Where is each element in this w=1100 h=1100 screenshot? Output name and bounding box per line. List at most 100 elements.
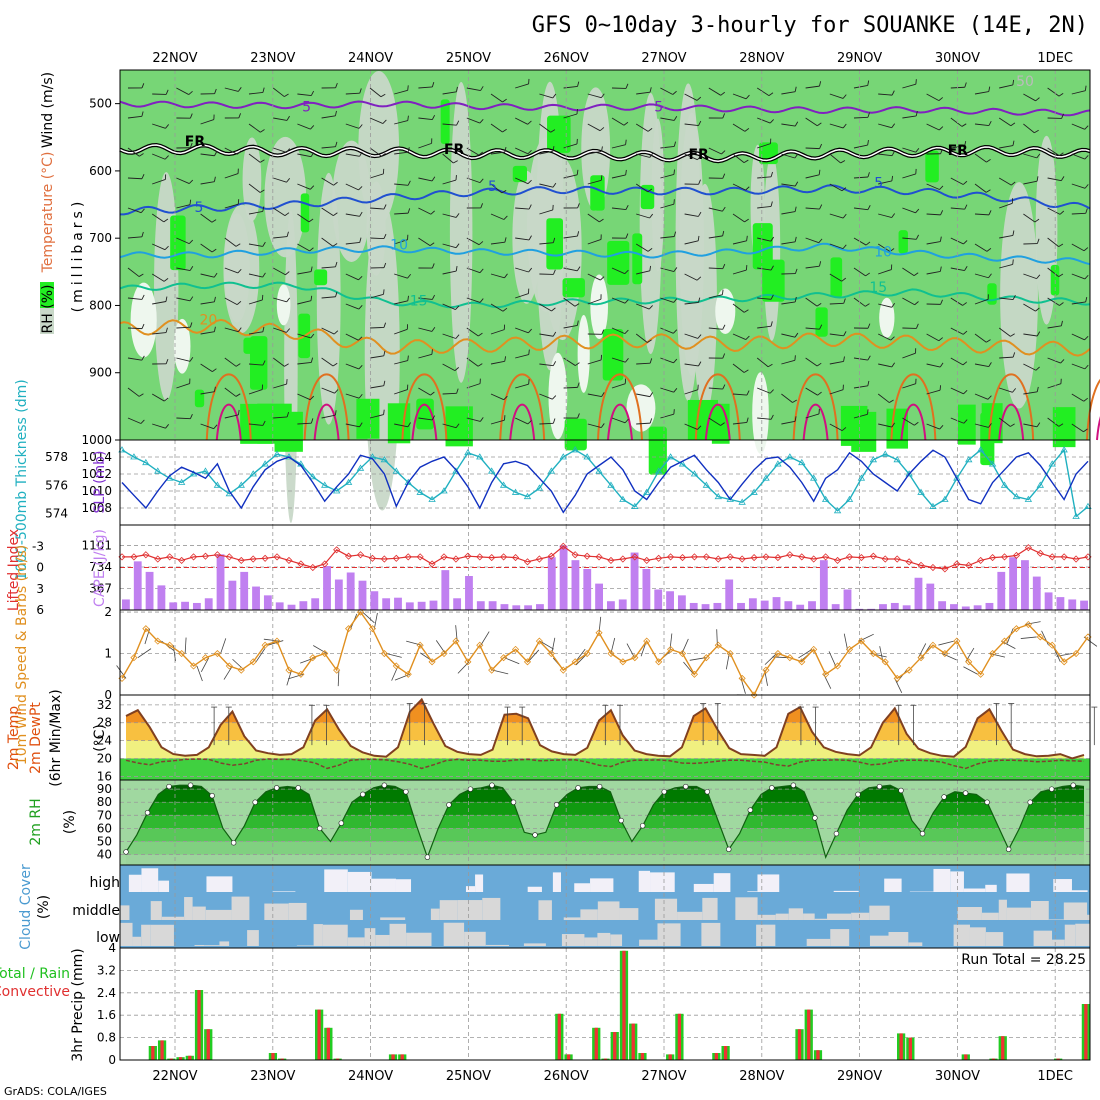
- wind-barb: [369, 385, 384, 389]
- cape-bar: [476, 601, 485, 610]
- dry-rh-region: [1035, 135, 1058, 325]
- wind-barb: [287, 673, 304, 680]
- cloud-fraction-bar: [1030, 900, 1049, 920]
- wind-barb-flag: [333, 330, 339, 335]
- wind-barb: [345, 242, 360, 245]
- cape-bar: [1032, 576, 1041, 610]
- wind-barb-flag: [502, 307, 508, 312]
- warm-isoline-25: [303, 373, 350, 441]
- wind-barb: [1023, 213, 1036, 223]
- wind-barb-flag: [891, 213, 896, 218]
- moist-rh-region: [170, 215, 186, 271]
- cloud-fraction-bar: [347, 871, 372, 892]
- wind-barb: [805, 174, 820, 179]
- wind-barb: [369, 355, 384, 359]
- wind-speed-point: [321, 649, 329, 658]
- wind-barb-flag: [1012, 230, 1015, 236]
- wind-barb-flag: [309, 395, 315, 400]
- wind-barb: [515, 177, 529, 185]
- date-tick-label: 27NOV: [641, 51, 686, 66]
- cloud-fraction-bar: [465, 886, 476, 892]
- wind-barb-flag: [915, 208, 920, 214]
- wind-barb: [732, 363, 745, 373]
- wind-barb-flag: [841, 277, 847, 282]
- wind-barb: [345, 273, 359, 281]
- wind-barb: [853, 413, 868, 419]
- cloud-fraction-bar: [597, 932, 611, 946]
- thickness-point: [571, 446, 579, 453]
- wind-barb: [1047, 267, 1059, 277]
- very-dry-rh-region: [276, 284, 291, 326]
- wind-barb: [127, 297, 142, 300]
- wind-barb: [418, 237, 431, 247]
- lifted-index-point: [619, 555, 627, 563]
- cape-bar: [405, 602, 414, 610]
- wind-barb-flag: [310, 418, 314, 424]
- wind-barb: [321, 146, 336, 149]
- cape-bar: [204, 598, 213, 610]
- precip-tick-label: 1.6: [97, 1008, 116, 1022]
- date-tick-label: 28NOV: [739, 51, 784, 66]
- thickness-point: [1072, 512, 1080, 519]
- wind-barb-flag: [480, 86, 484, 91]
- wind-barb: [127, 115, 142, 119]
- wind-barb-flag: [260, 129, 265, 133]
- cloud-fraction-bar: [757, 914, 776, 920]
- thickness-point: [142, 458, 150, 466]
- wind-barb-flag: [479, 298, 484, 303]
- thickness-point: [511, 488, 520, 495]
- wind-barb: [878, 423, 892, 428]
- wind-barb: [418, 86, 433, 89]
- wind-barb: [829, 302, 844, 305]
- wind-barb-flag: [213, 326, 216, 332]
- wind-barb-flag: [503, 395, 508, 401]
- cape-bar: [760, 600, 769, 610]
- thickness-point: [774, 460, 782, 467]
- thickness-point: [428, 495, 436, 502]
- wind-barb-flag: [794, 268, 798, 274]
- wind-barb-flag: [867, 380, 870, 386]
- wind-barb-flag: [938, 126, 944, 131]
- wind-barb-flag: [407, 180, 411, 186]
- wind-barb-flag: [988, 423, 992, 428]
- cape-tick-label: 367: [89, 581, 112, 595]
- wind-speed-point: [213, 649, 221, 658]
- wind-barb-flag: [794, 181, 799, 187]
- wind-barb-flag: [383, 289, 385, 295]
- moist-rh-region: [314, 269, 328, 286]
- lifted-index-point: [774, 554, 782, 562]
- thickness-point: [965, 456, 973, 463]
- wind-barb-flag: [1036, 176, 1039, 182]
- wind-speed-point: [523, 658, 532, 666]
- lifted-index-point: [643, 556, 651, 564]
- wind-speed-point: [571, 658, 579, 666]
- wind-barb-flag: [769, 389, 774, 394]
- lifted-index-point: [130, 553, 138, 561]
- wind-barb-flag: [382, 119, 387, 124]
- lifted-index-point: [464, 552, 472, 560]
- cloud-fraction-bar: [482, 897, 501, 920]
- precip-convective-bar: [151, 1046, 155, 1060]
- wind-barb-flag: [213, 424, 218, 429]
- panel-frame: [119, 947, 1091, 1061]
- thickness-point: [786, 453, 794, 460]
- wind-barb: [635, 183, 649, 193]
- wind-barb: [757, 117, 771, 124]
- wind-barb-flag: [697, 235, 700, 241]
- contour-label: FR: [444, 142, 465, 158]
- lifted-index-point: [476, 553, 484, 561]
- wind-speed-point: [667, 645, 675, 653]
- cloud-row-label: high: [89, 875, 120, 891]
- wind-barb: [200, 181, 215, 185]
- warm-isoline-25: [890, 373, 937, 441]
- wind-barb: [998, 327, 1011, 337]
- wind-barb: [394, 183, 409, 186]
- cloud-fraction-bar: [206, 876, 233, 892]
- wind-barb-flag: [334, 410, 337, 416]
- wind-barb-flag: [383, 204, 387, 210]
- wind-barb: [829, 389, 844, 395]
- wind-barb-flag: [963, 419, 968, 424]
- wind-barb: [878, 180, 892, 185]
- rh-tick-label: 50: [97, 834, 112, 848]
- wind-barb-flag: [189, 113, 193, 119]
